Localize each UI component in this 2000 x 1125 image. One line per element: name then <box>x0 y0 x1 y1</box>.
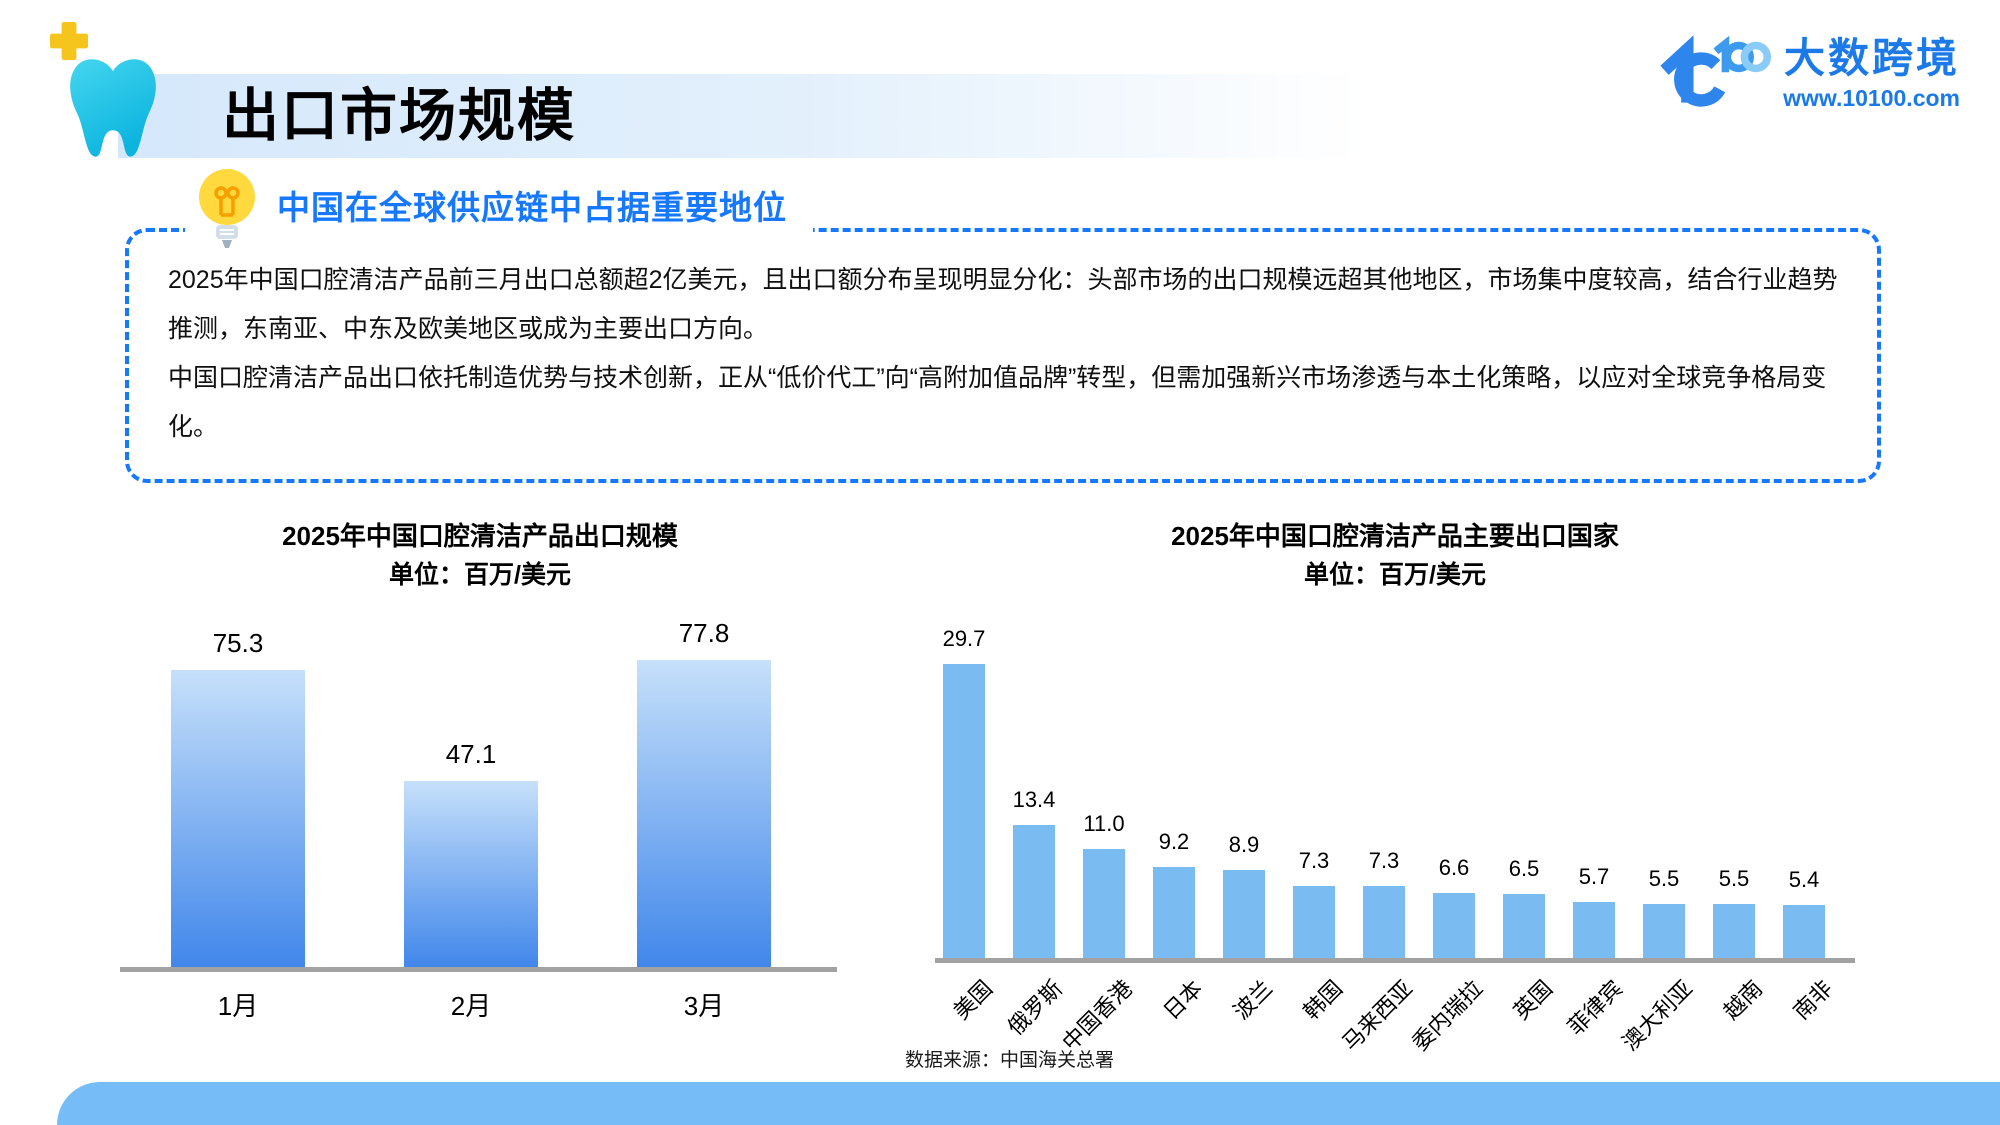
callout-heading-row: 中国在全球供应链中占据重要地位 <box>185 168 813 248</box>
bar-category-label: 马来西亚 <box>1337 975 1418 1056</box>
bar <box>1013 825 1055 958</box>
bar <box>1713 904 1755 958</box>
right-chart-titles: 2025年中国口腔清洁产品主要出口国家 单位：百万/美元 <box>935 516 1855 594</box>
bar <box>1643 904 1685 958</box>
left-x-axis-line <box>120 967 837 972</box>
bar-value-label: 5.5 <box>1648 866 1680 891</box>
bar <box>1573 902 1615 958</box>
bar <box>1153 867 1195 958</box>
bar-value-label: 5.5 <box>1718 866 1750 891</box>
bar <box>637 660 771 967</box>
data-source: 数据来源：中国海关总署 <box>905 1050 1115 1071</box>
page-title: 出口市场规模 <box>222 84 576 148</box>
bar-value-label: 13.4 <box>1012 787 1056 812</box>
bar-category-label: 日本 <box>1158 975 1208 1025</box>
callout-heading: 中国在全球供应链中占据重要地位 <box>277 189 787 226</box>
brand-name: 大数跨境 <box>1784 35 1960 81</box>
bar-category-label: 1月 <box>217 991 259 1021</box>
bar-value-label: 8.9 <box>1228 832 1260 857</box>
left-chart-titles: 2025年中国口腔清洁产品出口规模 单位：百万/美元 <box>120 516 840 594</box>
bar-category-label: 美国 <box>948 975 998 1025</box>
bar <box>171 670 305 967</box>
callout-paragraph-1: 2025年中国口腔清洁产品前三月出口总额超2亿美元，且出口额分布呈现明显分化：头… <box>168 266 1838 343</box>
bar-value-label: 11.0 <box>1083 811 1125 836</box>
bar-value-label: 47.1 <box>445 739 497 769</box>
bar-value-label: 9.2 <box>1158 829 1190 854</box>
lightbulb-icon <box>195 167 259 260</box>
right-x-axis-line <box>935 958 1855 963</box>
left-chart-title: 2025年中国口腔清洁产品出口规模 <box>282 521 678 551</box>
bar-category-label: 2月 <box>450 991 492 1021</box>
bar <box>1293 886 1335 958</box>
bar <box>1363 886 1405 958</box>
right-chart-subtitle: 单位：百万/美元 <box>1304 561 1486 589</box>
bar-category-label: 波兰 <box>1228 975 1278 1025</box>
brand-logo-icon <box>1655 33 1773 124</box>
brand-url: www.10100.com <box>1783 85 1960 111</box>
bar-value-label: 7.3 <box>1368 848 1400 873</box>
bar-category-label: 南非 <box>1788 975 1838 1025</box>
bar-category-label: 英国 <box>1508 975 1558 1025</box>
callout-paragraph-2: 中国口腔清洁产品出口依托制造优势与技术创新，正从“低价代工”向“高附加值品牌”转… <box>168 364 1827 441</box>
bar-value-label: 6.6 <box>1438 855 1470 880</box>
tooth-icon <box>60 50 166 169</box>
bar <box>943 664 985 958</box>
bar-category-label: 澳大利亚 <box>1617 975 1698 1056</box>
plus-icon <box>50 22 88 65</box>
bar <box>404 781 538 967</box>
bar-value-label: 6.5 <box>1508 856 1540 881</box>
callout-box <box>125 228 1881 483</box>
brand-logo: 大数跨境 www.10100.com <box>1655 33 1960 124</box>
bar-value-label: 5.7 <box>1578 864 1610 889</box>
bar-category-label: 3月 <box>683 991 725 1021</box>
bar <box>1783 905 1825 958</box>
bar-value-label: 75.3 <box>212 628 264 658</box>
bar-category-label: 韩国 <box>1298 975 1348 1025</box>
bar-value-label: 5.4 <box>1788 867 1820 892</box>
title-banner <box>118 74 1363 158</box>
bar-value-label: 7.3 <box>1298 848 1330 873</box>
right-chart-title: 2025年中国口腔清洁产品主要出口国家 <box>1171 521 1619 551</box>
bar-value-label: 77.8 <box>678 618 730 648</box>
callout-text: 2025年中国口腔清洁产品前三月出口总额超2亿美元，且出口额分布呈现明显分化：头… <box>168 256 1860 452</box>
bar-category-label: 越南 <box>1718 975 1768 1025</box>
bar-category-label: 委内瑞拉 <box>1407 975 1488 1056</box>
bar-value-label: 29.7 <box>942 626 986 651</box>
bar <box>1083 849 1125 958</box>
bottom-bar <box>57 1082 2000 1125</box>
bar <box>1433 893 1475 958</box>
left-chart-subtitle: 单位：百万/美元 <box>389 561 571 589</box>
bar <box>1503 894 1545 958</box>
bar <box>1223 870 1265 958</box>
